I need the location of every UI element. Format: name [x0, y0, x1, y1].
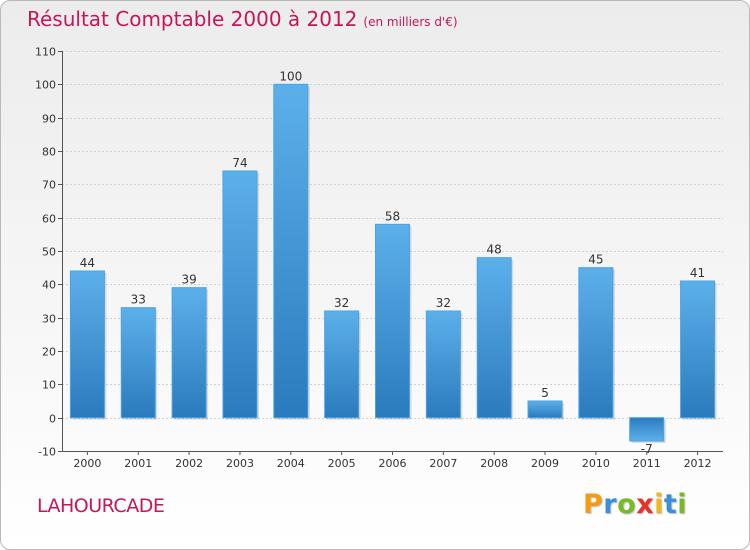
y-tick-label: 40	[42, 279, 56, 292]
logo-letter: i	[677, 489, 688, 520]
commune-name: LAHOURCADE	[37, 495, 165, 517]
y-tick-label: 50	[42, 246, 56, 259]
bar-2009	[527, 400, 563, 419]
logo-letter: i	[654, 489, 664, 520]
y-tick-label: 30	[42, 313, 56, 326]
value-label-2007: 32	[436, 296, 451, 310]
axes	[58, 51, 723, 455]
value-label-2010: 45	[588, 253, 603, 267]
chart-title-text: Résultat Comptable 2000 à 2012	[27, 7, 358, 31]
value-label-2011: -7	[641, 442, 653, 456]
chart-subtitle: (en milliers d'€)	[363, 15, 458, 29]
logo-letter: x	[636, 489, 655, 520]
bar-2002	[171, 287, 207, 419]
labels: -10 0 10 20 30 40 50 60 70 80 90 100 110 44 2000 33 2001…	[35, 46, 712, 471]
value-label-2006: 58	[385, 209, 400, 223]
x-tick-label-2012: 2012	[684, 457, 712, 470]
value-label-2008: 48	[487, 243, 502, 257]
bar-2001	[120, 307, 156, 419]
chart-title: Résultat Comptable 2000 à 2012 (en millie…	[27, 7, 458, 31]
bar-2012	[680, 280, 716, 419]
x-tick-label-2003: 2003	[226, 457, 254, 470]
bar-2006	[375, 223, 410, 419]
logo-letter: t	[663, 489, 678, 520]
value-label-2001: 33	[131, 293, 146, 307]
y-tick-label: 100	[35, 79, 56, 92]
y-tick-label: 60	[42, 213, 56, 226]
logo-letter: r	[603, 489, 618, 520]
bar-2008	[476, 257, 512, 419]
bar-2007	[425, 310, 461, 419]
x-tick-label-2005: 2005	[328, 457, 356, 470]
y-tick-label: 20	[42, 346, 56, 359]
value-label-2000: 44	[80, 256, 95, 270]
y-tick-label: -10	[38, 446, 56, 459]
y-tick-label: 10	[42, 379, 56, 392]
x-tick-label-2006: 2006	[379, 457, 407, 470]
x-tick-label-2009: 2009	[531, 457, 559, 470]
logo-letter: o	[617, 489, 637, 520]
x-tick-label-2007: 2007	[429, 457, 457, 470]
x-tick-label-2011: 2011	[633, 457, 661, 470]
x-tick-label-2010: 2010	[582, 457, 610, 470]
bar-2010	[578, 267, 614, 419]
value-label-2002: 39	[181, 273, 196, 287]
bar-2004	[273, 83, 309, 419]
value-label-2005: 32	[334, 296, 349, 310]
bar-2000	[69, 270, 105, 419]
x-tick-label-2002: 2002	[175, 457, 203, 470]
value-label-2012: 41	[690, 266, 705, 280]
x-tick-label-2001: 2001	[124, 457, 152, 470]
y-tick-label: 80	[42, 146, 56, 159]
value-label-2003: 74	[232, 156, 247, 170]
y-tick-label: 90	[42, 113, 56, 126]
x-tick-label-2008: 2008	[480, 457, 508, 470]
bar-2011	[629, 417, 665, 442]
value-label-2009: 5	[541, 386, 549, 400]
y-tick-label: 70	[42, 179, 56, 192]
x-tick-label-2004: 2004	[277, 457, 305, 470]
x-tick-label-2000: 2000	[73, 457, 101, 470]
y-tick-label: 0	[49, 413, 56, 426]
proxiti-logo[interactable]: Proxiti	[583, 489, 687, 520]
y-tick-label: 110	[35, 46, 56, 59]
logo-letter: P	[583, 489, 604, 520]
bars	[69, 83, 717, 443]
bar-2005	[324, 310, 360, 419]
value-label-2004: 100	[279, 69, 302, 83]
bar-2003	[222, 170, 258, 419]
